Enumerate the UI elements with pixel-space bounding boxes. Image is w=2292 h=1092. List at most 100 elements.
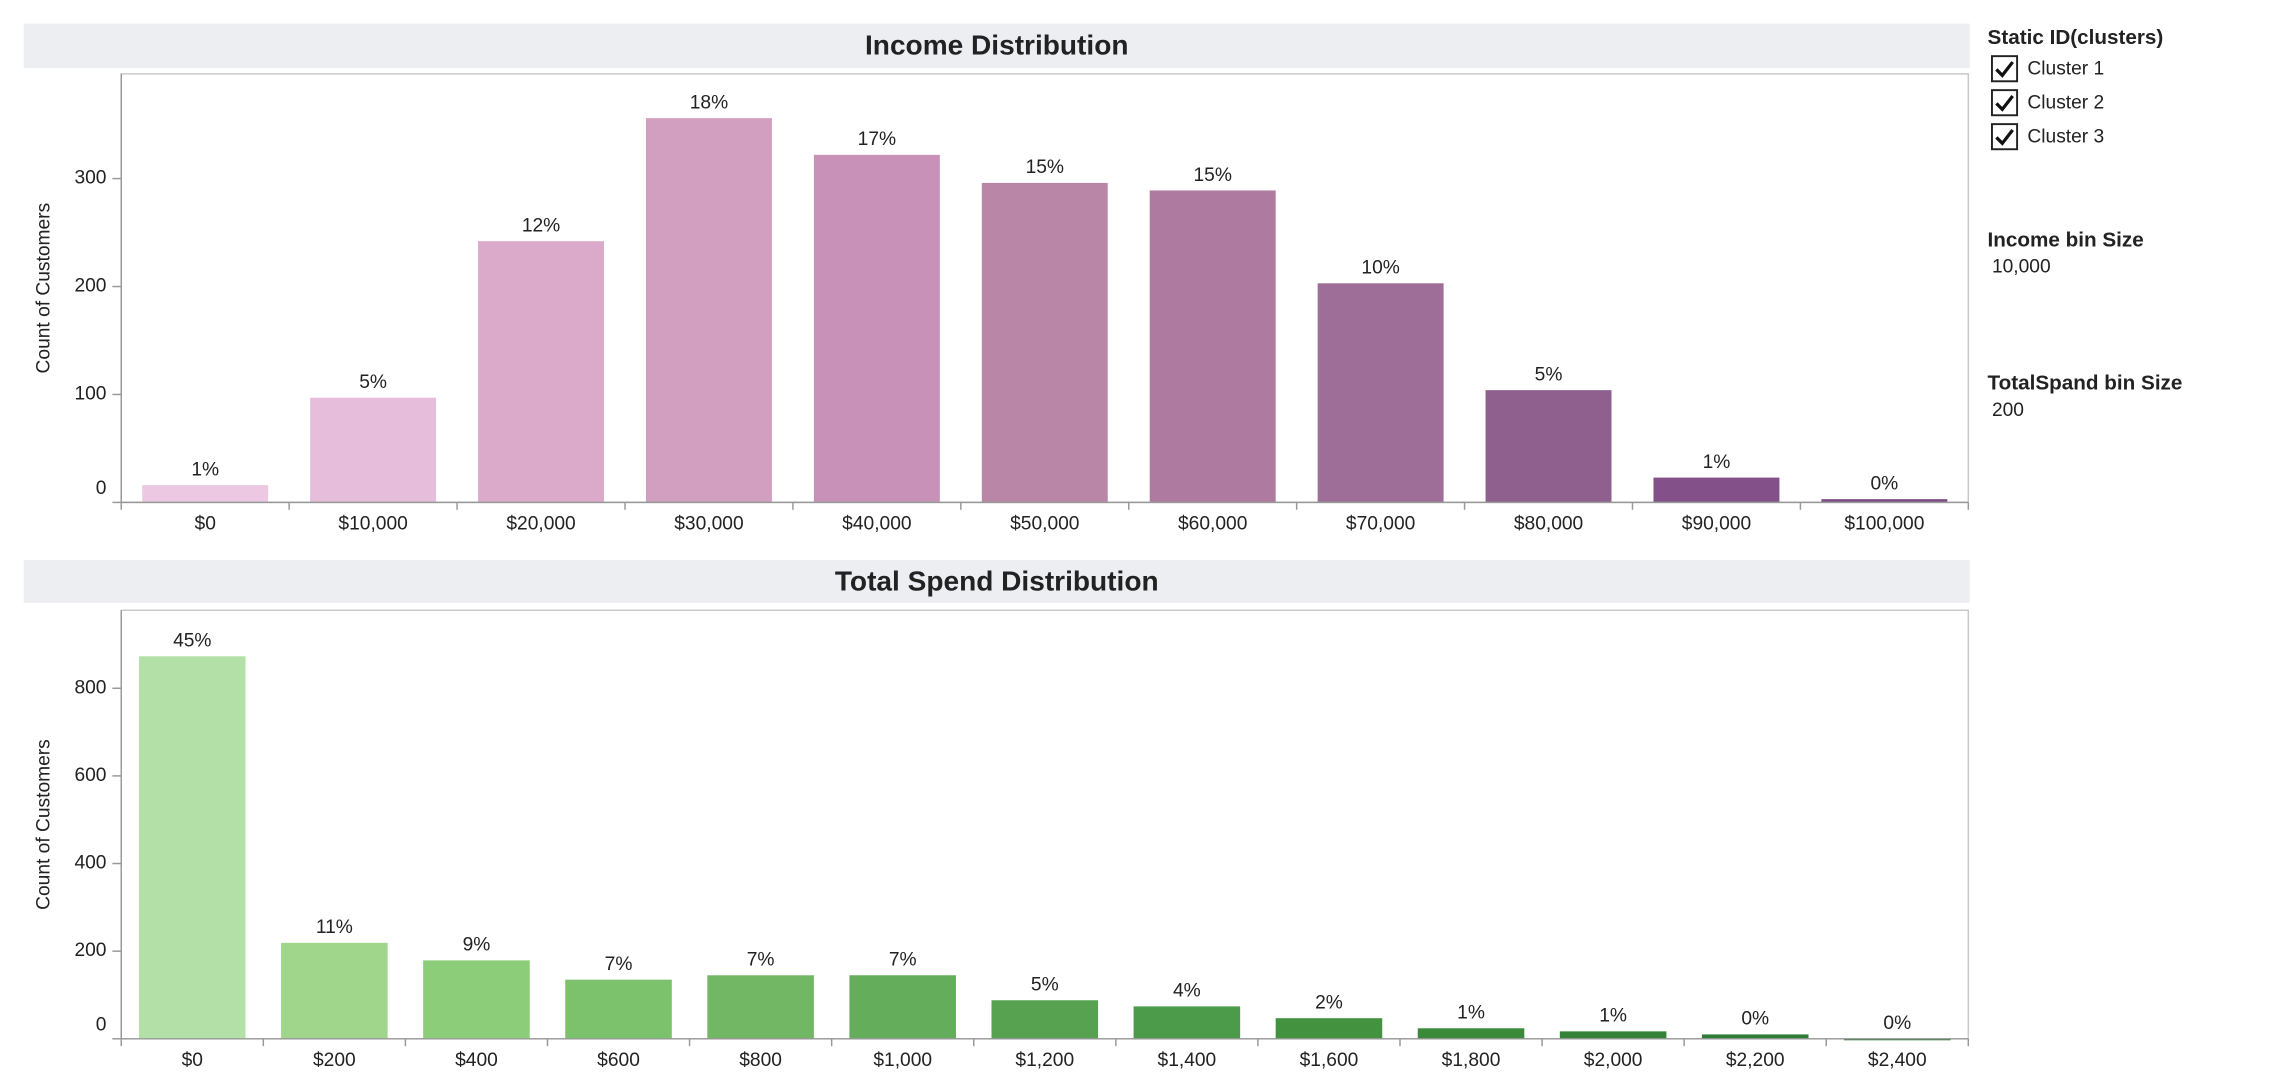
bar: [281, 942, 388, 1039]
bar: [1485, 390, 1612, 503]
checkbox-label[interactable]: Cluster 1: [2027, 59, 2104, 80]
checkbox-box[interactable]: [1991, 89, 2019, 117]
parameter-value[interactable]: 200: [1992, 400, 2024, 421]
bar: [1275, 1018, 1383, 1039]
checkbox[interactable]: Cluster 3: [1991, 123, 2104, 151]
percent-label: 17%: [858, 129, 896, 150]
checkbox-label[interactable]: Cluster 2: [2027, 93, 2104, 114]
percent-label: 11%: [316, 917, 353, 938]
y-tick-label: 300: [74, 168, 106, 189]
percent-label: 7%: [747, 950, 775, 971]
x-tick-label: $30,000: [674, 514, 743, 535]
y-axis-label: Count of Customers: [33, 203, 54, 374]
checkbox[interactable]: Cluster 1: [1991, 55, 2104, 83]
bar: [1559, 1031, 1667, 1039]
percent-label: 7%: [889, 950, 917, 971]
bar: [1701, 1034, 1809, 1039]
x-tick-label: $400: [455, 1050, 498, 1071]
percent-label: 45%: [173, 631, 211, 652]
bar: [423, 960, 530, 1039]
filter-title: Static ID(clusters): [1988, 26, 2164, 49]
x-tick-label: $50,000: [1010, 514, 1079, 535]
y-tick-label: 600: [74, 765, 106, 786]
checkbox-box[interactable]: [1991, 123, 2019, 151]
percent-label: 7%: [605, 954, 633, 975]
x-tick-label: $70,000: [1346, 514, 1415, 535]
y-tick-label: 0: [96, 478, 107, 499]
bar: [142, 485, 269, 503]
check-mark: [1995, 129, 2014, 146]
x-tick-label: $1,000: [873, 1050, 932, 1071]
checkbox-box[interactable]: [1991, 55, 2019, 83]
x-tick-label: $200: [313, 1050, 356, 1071]
percent-label: 5%: [1535, 364, 1563, 385]
bar: [478, 241, 604, 503]
y-tick-label: 200: [74, 276, 106, 297]
x-tick-label: $0: [195, 514, 216, 535]
x-tick-label: $2,000: [1584, 1050, 1643, 1071]
percent-label: 15%: [1026, 157, 1064, 178]
percent-label: 4%: [1173, 981, 1201, 1002]
x-tick-label: $2,200: [1726, 1050, 1785, 1071]
percent-label: 18%: [690, 92, 728, 113]
percent-label: 0%: [1741, 1009, 1769, 1030]
percent-label: 5%: [1031, 975, 1059, 996]
x-tick-label: $800: [739, 1050, 782, 1071]
x-tick-label: $1,600: [1300, 1050, 1359, 1071]
parameter-value[interactable]: 10,000: [1992, 257, 2051, 278]
x-tick-label: $0: [182, 1050, 203, 1071]
check-mark: [1995, 95, 2014, 112]
x-tick-label: $600: [597, 1050, 640, 1071]
bar: [1133, 1006, 1241, 1039]
bar: [991, 1000, 1099, 1039]
bar: [565, 979, 672, 1039]
parameter-title: TotalSpand bin Size: [1988, 372, 2183, 395]
bar: [138, 656, 246, 1039]
percent-label: 1%: [191, 459, 219, 480]
x-tick-label: $90,000: [1682, 514, 1751, 535]
bar: [707, 975, 814, 1039]
percent-label: 10%: [1361, 258, 1399, 279]
percent-label: 1%: [1703, 452, 1731, 473]
percent-label: 1%: [1457, 1003, 1485, 1024]
bar: [1653, 477, 1780, 503]
x-tick-label: $1,400: [1158, 1050, 1217, 1071]
bar: [813, 154, 940, 503]
percent-label: 15%: [1193, 165, 1231, 186]
x-tick-label: $1,800: [1442, 1050, 1501, 1071]
x-tick-label: $40,000: [842, 514, 911, 535]
percent-label: 0%: [1870, 473, 1898, 494]
x-tick-label: $2,400: [1868, 1050, 1927, 1071]
bar: [1844, 1038, 1951, 1041]
percent-label: 2%: [1315, 993, 1343, 1014]
chart-title: Total Spend Distribution: [835, 565, 1159, 596]
bar: [1417, 1028, 1525, 1039]
check-mark: [1995, 61, 2014, 78]
bar: [981, 182, 1108, 503]
y-tick-label: 0: [96, 1015, 107, 1036]
x-tick-label: $10,000: [338, 514, 407, 535]
title-band: [23, 23, 1970, 68]
checkbox-label[interactable]: Cluster 3: [2027, 127, 2104, 148]
y-tick-label: 400: [74, 853, 106, 874]
x-tick-label: $60,000: [1178, 514, 1247, 535]
y-tick-label: 200: [74, 940, 106, 961]
bar: [849, 975, 956, 1039]
bar: [310, 397, 437, 503]
x-tick-label: $1,200: [1015, 1050, 1074, 1071]
checkbox[interactable]: Cluster 2: [1991, 89, 2104, 117]
y-tick-label: 800: [74, 677, 106, 698]
percent-label: 5%: [359, 372, 387, 393]
bar: [1149, 190, 1276, 503]
x-tick-label: $80,000: [1514, 514, 1583, 535]
chart-title: Income Distribution: [865, 30, 1128, 61]
x-tick-label: $20,000: [506, 514, 575, 535]
bar: [645, 118, 772, 503]
title-band: [23, 560, 1970, 603]
bar: [1317, 283, 1444, 503]
percent-label: 12%: [522, 215, 560, 236]
bar: [1821, 499, 1948, 503]
parameter-title: Income bin Size: [1988, 228, 2144, 251]
